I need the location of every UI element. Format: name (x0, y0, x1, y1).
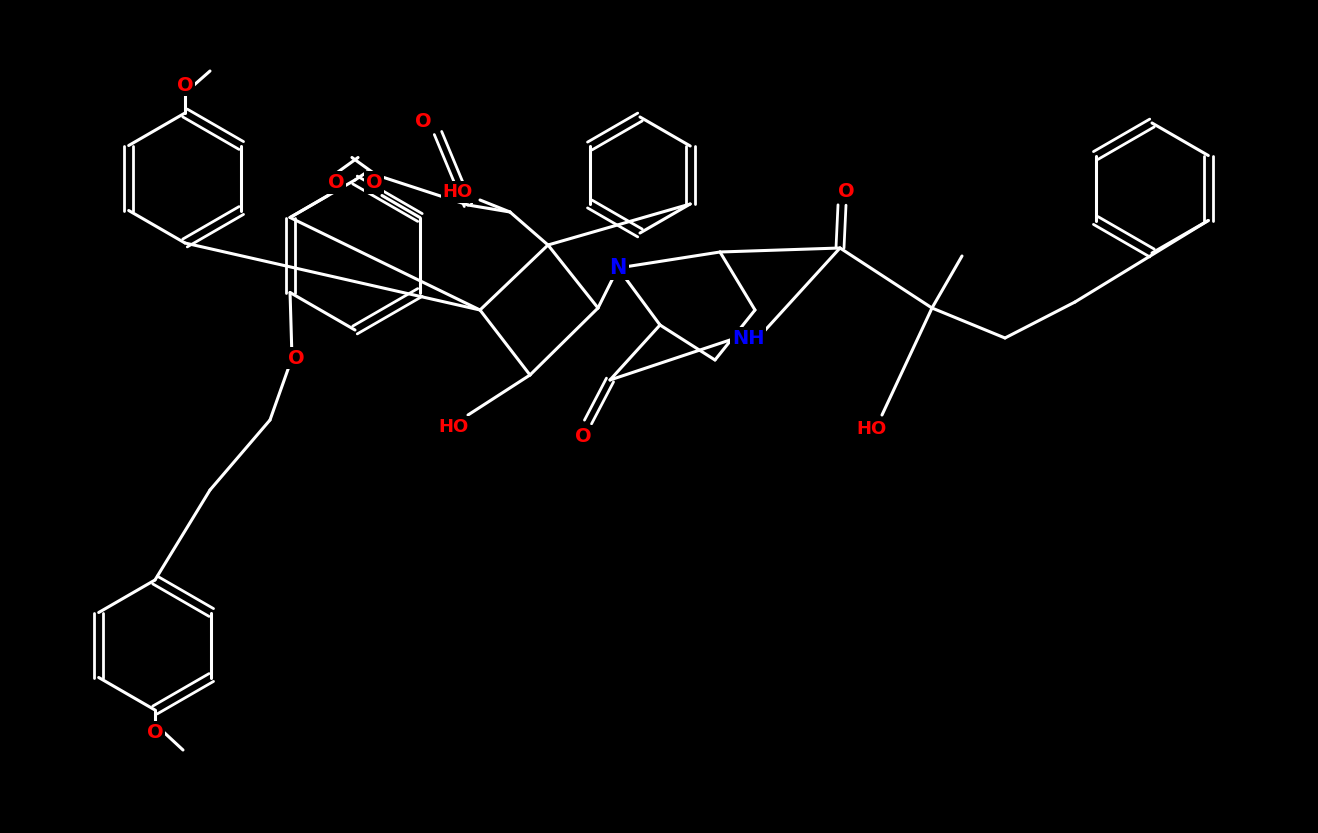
Text: O: O (838, 182, 854, 201)
Text: O: O (287, 348, 304, 367)
Text: HO: HO (443, 183, 473, 201)
Text: HO: HO (438, 418, 468, 436)
Text: O: O (328, 173, 344, 192)
Text: O: O (575, 426, 592, 446)
Text: HO: HO (857, 420, 887, 438)
Text: O: O (415, 112, 431, 131)
Text: O: O (146, 722, 163, 741)
Text: O: O (177, 76, 194, 94)
Text: N: N (609, 258, 626, 278)
Text: O: O (365, 173, 382, 192)
Text: NH: NH (731, 328, 764, 347)
